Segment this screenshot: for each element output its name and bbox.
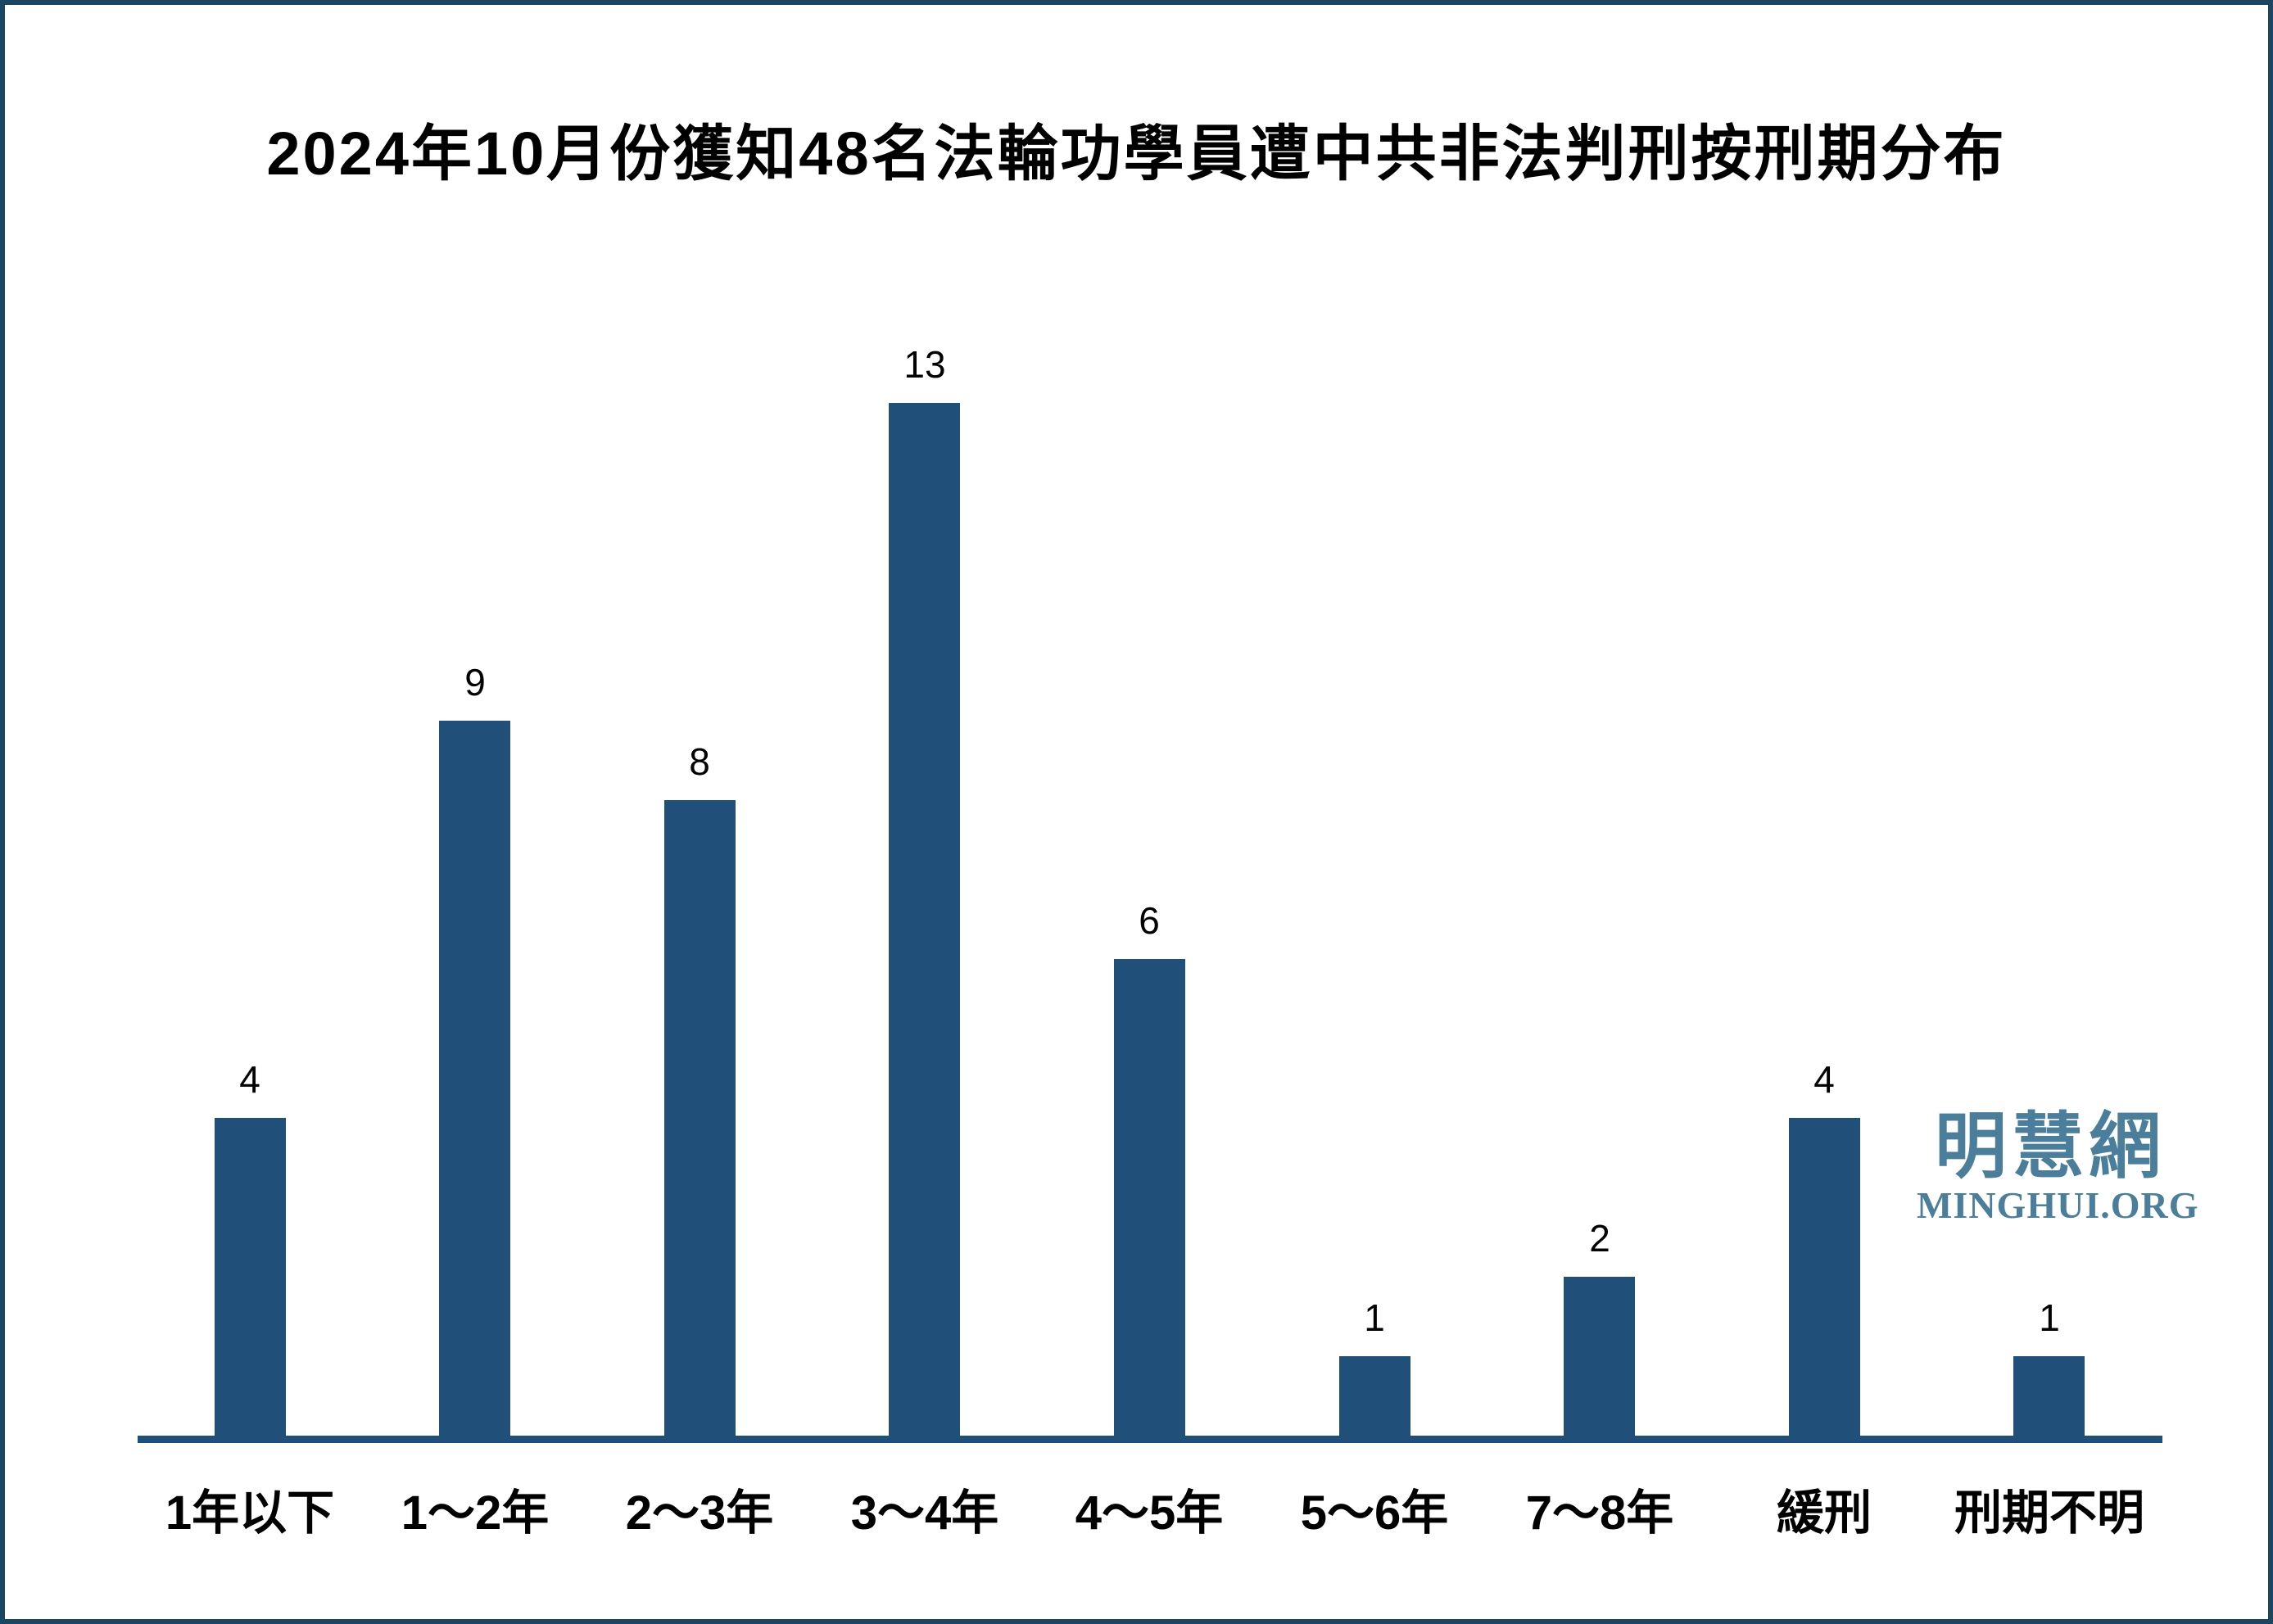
bar-value-label: 4	[239, 1058, 260, 1101]
bar-value-label: 8	[689, 740, 710, 783]
watermark-chinese-logo: 明慧網	[1934, 1106, 2166, 1187]
chart-title: 2024年10月份獲知48名法輪功學員遭中共非法判刑按刑期分布	[266, 120, 2007, 188]
x-axis-label: 5～6年	[1300, 1486, 1449, 1540]
bar-value-label: 1	[2039, 1296, 2060, 1339]
watermark: 明慧網 MINGHUI.ORG	[1917, 1106, 2199, 1226]
bar	[1339, 1356, 1410, 1443]
bar	[1114, 959, 1185, 1443]
x-axis-label: 1～2年	[401, 1486, 550, 1540]
watermark-minghui-url: MINGHUI.ORG	[1917, 1184, 2199, 1226]
x-axis-label: 4～5年	[1075, 1486, 1224, 1540]
bar	[664, 800, 736, 1443]
x-axis-label: 1年以下	[165, 1486, 335, 1540]
bar	[889, 403, 960, 1443]
bar-value-label: 9	[464, 661, 486, 703]
bar	[439, 721, 510, 1443]
bar-value-label: 4	[1813, 1058, 1835, 1101]
x-axis-label: 刑期不明	[1954, 1486, 2144, 1540]
bar	[1789, 1118, 1860, 1443]
x-axis-label: 2～3年	[625, 1486, 774, 1540]
bar	[215, 1118, 286, 1443]
x-axis-label: 7～8年	[1525, 1486, 1674, 1540]
bar-value-label: 13	[903, 343, 946, 386]
x-axis-label: 3～4年	[850, 1486, 999, 1540]
x-axis-label: 緩刑	[1776, 1486, 1872, 1540]
bar	[1564, 1277, 1635, 1443]
bar	[2013, 1356, 2085, 1443]
bar-value-label: 6	[1139, 899, 1160, 942]
bar-value-label: 1	[1364, 1296, 1385, 1339]
bar-value-label: 2	[1589, 1217, 1610, 1260]
